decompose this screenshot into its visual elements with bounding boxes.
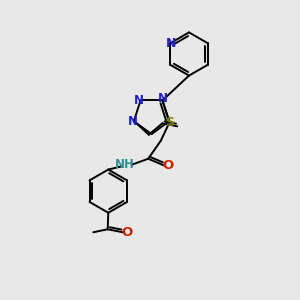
Text: N: N bbox=[128, 115, 138, 128]
Text: NH: NH bbox=[115, 158, 135, 171]
Text: N: N bbox=[134, 94, 144, 107]
Text: N: N bbox=[158, 92, 168, 106]
Text: S: S bbox=[165, 116, 174, 129]
Text: O: O bbox=[121, 226, 133, 239]
Text: N: N bbox=[166, 37, 176, 50]
Text: O: O bbox=[162, 159, 174, 172]
